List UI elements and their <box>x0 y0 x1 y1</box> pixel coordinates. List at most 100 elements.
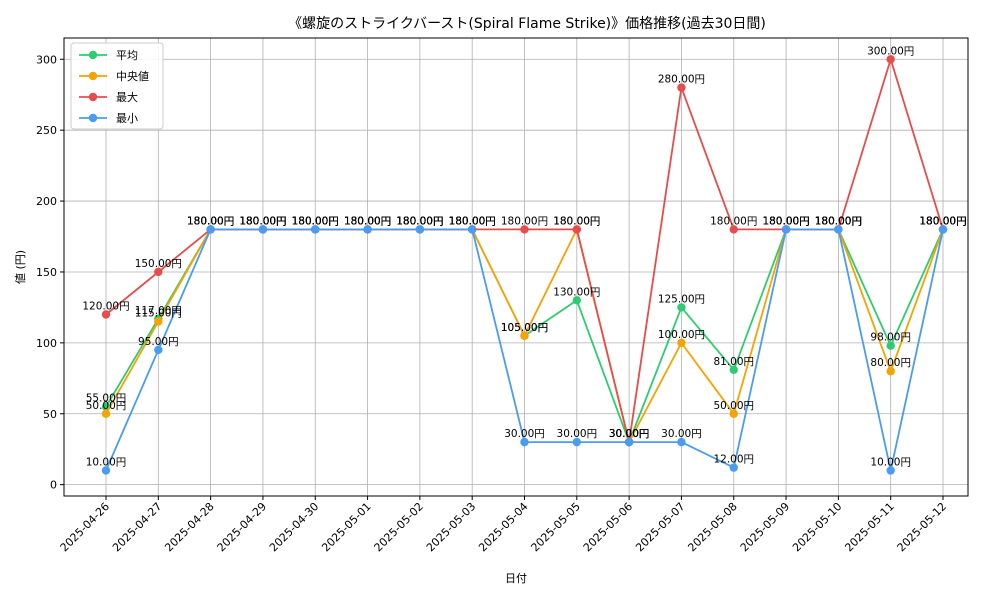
data-label: 81.00円 <box>713 356 754 368</box>
x-tick-label: 2025-04-27 <box>110 500 164 554</box>
data-label: 30.00円 <box>609 428 650 440</box>
y-tick-label: 200 <box>36 195 57 208</box>
x-tick-label: 2025-05-07 <box>633 500 687 554</box>
data-label: 30.00円 <box>557 428 598 440</box>
data-labels: 55.00円 117.00円 180.00円 180.00円 180.00円 180.00… <box>82 45 966 468</box>
data-point <box>154 267 163 277</box>
legend-entry: 最大 <box>116 90 138 104</box>
data-point <box>624 437 634 447</box>
data-label: 10.00円 <box>86 456 127 468</box>
data-point <box>729 365 738 375</box>
data-point <box>101 409 111 418</box>
data-label: 180.00円 <box>553 215 600 227</box>
x-tick-label: 2025-05-12 <box>895 500 949 554</box>
x-tick-label: 2025-05-10 <box>790 500 844 554</box>
x-axis-label: 日付 <box>505 572 527 585</box>
chart-title: 《螺旋のストライクバースト(Spiral Flame Strike)》価格推移(… <box>288 16 766 32</box>
data-point <box>467 225 477 234</box>
data-label: 30.00円 <box>609 428 650 440</box>
data-label: 180.00円 <box>815 215 862 227</box>
data-label: 125.00円 <box>658 293 705 305</box>
data-label: 180.00円 <box>449 215 496 227</box>
grid-layer <box>64 38 968 496</box>
data-label: 30.00円 <box>504 428 545 440</box>
data-point <box>886 466 895 475</box>
data-point <box>154 345 163 355</box>
data-label: 180.00円 <box>239 215 286 227</box>
y-tick-label: 50 <box>43 408 57 421</box>
data-label: 180.00円 <box>396 215 443 227</box>
data-label: 80.00円 <box>870 357 911 369</box>
x-tick-label: 2025-05-09 <box>738 500 792 554</box>
x-tick-label: 2025-05-05 <box>529 500 583 554</box>
data-label: 180.00円 <box>396 215 443 227</box>
data-point <box>415 225 425 234</box>
y-tick-label: 0 <box>50 479 57 492</box>
data-label: 55.00円 <box>86 393 127 405</box>
x-tick-label: 2025-05-03 <box>424 500 478 554</box>
data-label: 180.00円 <box>344 215 391 227</box>
y-axis-label: 値 (円) <box>14 250 27 284</box>
data-point <box>729 409 738 418</box>
data-label: 180.00円 <box>762 215 809 227</box>
data-point <box>677 338 686 348</box>
y-tick-label: 300 <box>36 53 57 66</box>
y-tick-label: 250 <box>36 124 57 137</box>
data-label: 150.00円 <box>135 258 182 270</box>
data-label: 120.00円 <box>82 301 129 313</box>
data-label: 95.00円 <box>138 336 179 348</box>
data-label: 180.00円 <box>344 215 391 227</box>
data-label: 180.00円 <box>187 215 234 227</box>
data-label: 180.00円 <box>815 215 862 227</box>
data-point <box>729 225 738 234</box>
x-tick-label: 2025-04-28 <box>162 500 216 554</box>
data-label: 12.00円 <box>713 454 754 466</box>
legend-marker <box>88 71 98 81</box>
data-label: 130.00円 <box>553 286 600 298</box>
x-tick-label: 2025-05-01 <box>319 500 373 554</box>
data-point <box>886 341 895 350</box>
data-label: 180.00円 <box>396 215 443 227</box>
legend-entry: 平均 <box>116 49 138 62</box>
data-label: 180.00円 <box>239 215 286 227</box>
x-tick-label: 2025-05-04 <box>476 500 530 554</box>
data-point <box>677 83 686 92</box>
data-point <box>572 225 582 234</box>
data-label: 105.00円 <box>501 322 548 334</box>
data-point <box>363 225 372 234</box>
series-layer <box>101 55 948 475</box>
data-label: 117.00円 <box>135 305 182 317</box>
data-point <box>154 317 163 326</box>
data-point <box>938 225 948 234</box>
data-point <box>886 55 895 64</box>
data-point <box>834 225 843 234</box>
data-label: 180.00円 <box>815 215 862 227</box>
data-point <box>886 367 895 376</box>
data-point <box>729 463 738 472</box>
data-point <box>572 437 582 447</box>
data-label: 105.00円 <box>501 322 548 334</box>
data-label: 180.00円 <box>187 215 234 227</box>
data-label: 50.00円 <box>713 400 754 412</box>
data-label: 180.00円 <box>292 215 339 227</box>
x-tick-label: 2025-04-29 <box>215 500 269 554</box>
x-tick-label: 2025-04-30 <box>267 500 321 554</box>
legend-entry: 最小 <box>116 112 138 125</box>
data-label: 180.00円 <box>449 215 496 227</box>
data-label: 180.00円 <box>553 215 600 227</box>
data-label: 180.00円 <box>919 215 966 227</box>
legend-marker <box>88 92 98 102</box>
data-label: 280.00円 <box>658 74 705 86</box>
y-tick-label: 100 <box>36 337 57 350</box>
data-label: 180.00円 <box>187 215 234 227</box>
data-label: 180.00円 <box>187 215 234 227</box>
data-point <box>101 466 111 475</box>
data-label: 180.00円 <box>449 215 496 227</box>
x-tick-label: 2025-04-26 <box>58 500 112 554</box>
data-label: 180.00円 <box>449 215 496 227</box>
legend-box <box>70 42 164 130</box>
data-label: 98.00円 <box>870 332 911 344</box>
data-label: 100.00円 <box>658 329 705 341</box>
data-label: 180.00円 <box>239 215 286 227</box>
x-tick-label: 2025-05-08 <box>685 500 739 554</box>
